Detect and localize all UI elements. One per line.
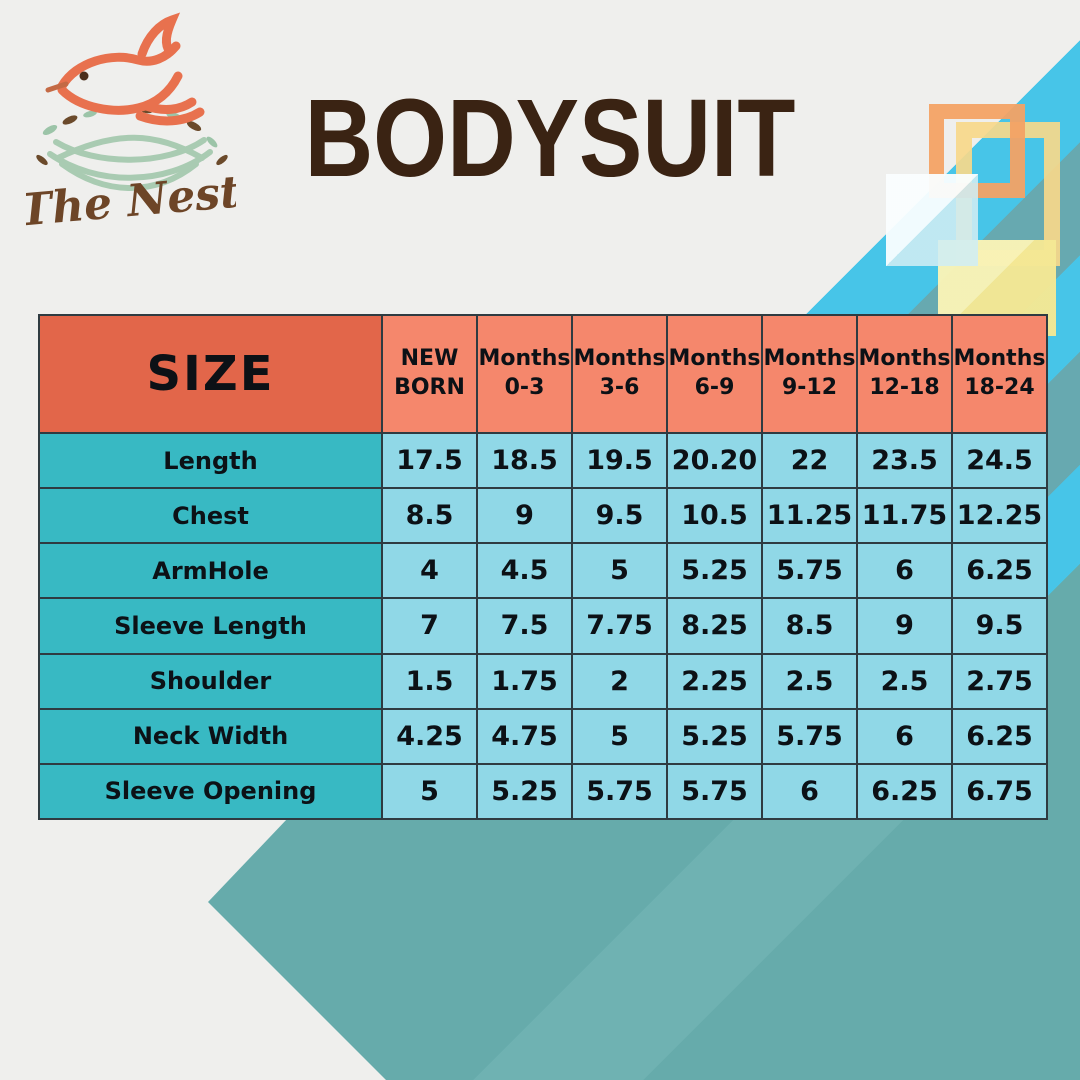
cell-value: 6 (761, 762, 858, 821)
column-header-newborn: NEW BORN (381, 314, 478, 434)
brand-name-text: The Nest (26, 167, 236, 232)
cell-value: 11.75 (856, 487, 953, 545)
cell-value: 2.5 (761, 652, 858, 710)
cell-value: 5.75 (761, 542, 858, 600)
cell-value: 17.5 (381, 431, 478, 490)
cell-value: 10.5 (666, 487, 763, 545)
cell-value: 4.5 (476, 542, 573, 600)
header-row: SIZE NEW BORN Months 0-3 Months 3-6 Months 6… (38, 314, 1048, 434)
cell-value: 24.5 (951, 431, 1048, 490)
column-header-months-3-6: Months 3-6 (571, 314, 668, 434)
row-label: ArmHole (38, 542, 383, 600)
table-row-sleeve-length: Sleeve Length 7 7.5 7.75 8.25 8.5 9 9.5 (38, 597, 1048, 655)
cell-value: 5.25 (476, 762, 573, 821)
cell-value: 4 (381, 542, 478, 600)
cell-value: 7.5 (476, 597, 573, 655)
column-header-months-0-3: Months 0-3 (476, 314, 573, 434)
cell-value: 2 (571, 652, 668, 710)
table-row-neck-width: Neck Width 4.25 4.75 5 5.25 5.75 6 6.25 (38, 707, 1048, 765)
size-corner-cell: SIZE (38, 314, 383, 434)
cell-value: 9.5 (571, 487, 668, 545)
cell-value: 6 (856, 707, 953, 765)
cell-value: 20.20 (666, 431, 763, 490)
cell-value: 5 (571, 707, 668, 765)
brand-logo: The Nest (17, 10, 242, 237)
cell-value: 1.5 (381, 652, 478, 710)
cell-value: 8.25 (666, 597, 763, 655)
cell-value: 22 (761, 431, 858, 490)
cell-value: 6.25 (951, 542, 1048, 600)
row-label: Chest (38, 487, 383, 545)
cell-value: 8.5 (761, 597, 858, 655)
cell-value: 6 (856, 542, 953, 600)
table-row-armhole: ArmHole 4 4.5 5 5.25 5.75 6 6.25 (38, 542, 1048, 600)
cell-value: 7.75 (571, 597, 668, 655)
teal-wedge-decor (208, 818, 1080, 1080)
cell-value: 5.75 (761, 707, 858, 765)
cell-value: 5 (571, 542, 668, 600)
table-row-length: Length 17.5 18.5 19.5 20.20 22 23.5 24.5 (38, 431, 1048, 490)
row-label: Sleeve Length (38, 597, 383, 655)
cell-value: 5.25 (666, 707, 763, 765)
row-label: Sleeve Opening (38, 762, 383, 821)
white-square-decor (886, 174, 978, 266)
cell-value: 7 (381, 597, 478, 655)
cell-value: 1.75 (476, 652, 573, 710)
cell-value: 6.75 (951, 762, 1048, 821)
cell-value: 18.5 (476, 431, 573, 490)
table-row-sleeve-opening: Sleeve Opening 5 5.25 5.75 5.75 6 6.25 6… (38, 762, 1048, 821)
cell-value: 4.75 (476, 707, 573, 765)
column-header-months-6-9: Months 6-9 (666, 314, 763, 434)
row-label: Length (38, 431, 383, 490)
bird-icon (45, 12, 205, 126)
cell-value: 11.25 (761, 487, 858, 545)
cell-value: 8.5 (381, 487, 478, 545)
cell-value: 2.25 (666, 652, 763, 710)
cell-value: 19.5 (571, 431, 668, 490)
column-header-months-9-12: Months 9-12 (761, 314, 858, 434)
column-header-months-12-18: Months 12-18 (856, 314, 953, 434)
cell-value: 6.25 (951, 707, 1048, 765)
cell-value: 2.75 (951, 652, 1048, 710)
cell-value: 9 (856, 597, 953, 655)
row-label: Neck Width (38, 707, 383, 765)
nest-bird-icon: The Nest (17, 12, 242, 237)
cell-value: 4.25 (381, 707, 478, 765)
table-row-shoulder: Shoulder 1.5 1.75 2 2.25 2.5 2.5 2.75 (38, 652, 1048, 710)
cell-value: 9.5 (951, 597, 1048, 655)
row-label: Shoulder (38, 652, 383, 710)
cell-value: 2.5 (856, 652, 953, 710)
cell-value: 23.5 (856, 431, 953, 490)
cell-value: 5.25 (666, 542, 763, 600)
table-row-chest: Chest 8.5 9 9.5 10.5 11.25 11.75 12.25 (38, 487, 1048, 545)
cell-value: 12.25 (951, 487, 1048, 545)
bird-eye (79, 71, 89, 81)
cell-value: 5.75 (571, 762, 668, 821)
cell-value: 5 (381, 762, 478, 821)
size-chart-table: SIZE NEW BORN Months 0-3 Months 3-6 Months 6… (38, 314, 1048, 821)
cell-value: 5.75 (666, 762, 763, 821)
cell-value: 6.25 (856, 762, 953, 821)
cell-value: 9 (476, 487, 573, 545)
page-title: BODYSUIT (304, 77, 796, 201)
column-header-months-18-24: Months 18-24 (951, 314, 1048, 434)
